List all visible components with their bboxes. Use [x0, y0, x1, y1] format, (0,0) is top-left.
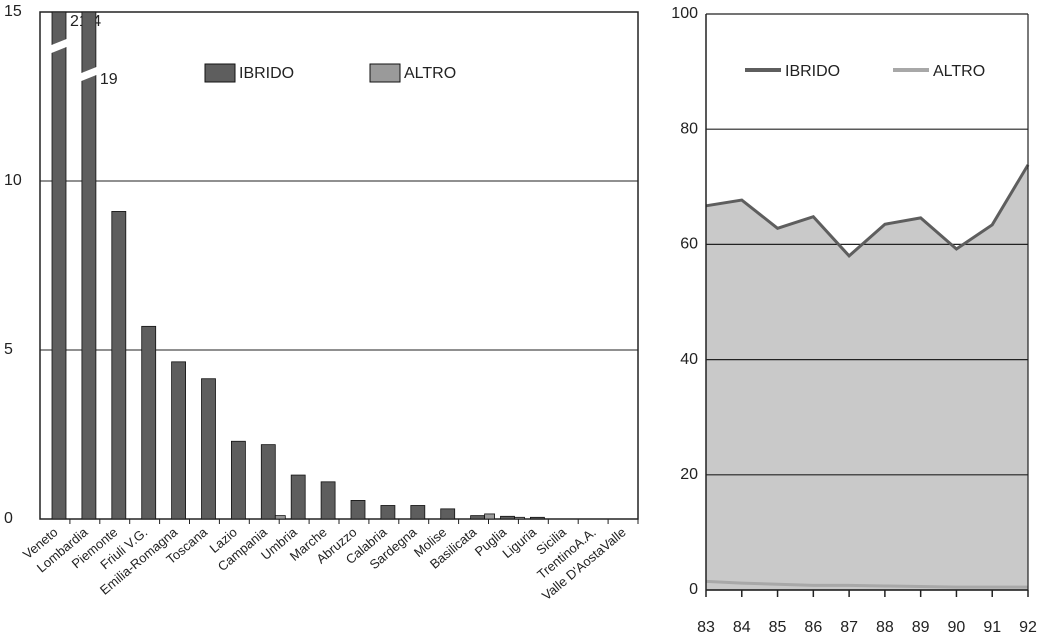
y-tick-label: 15: [4, 3, 22, 20]
x-tick-label: 88: [876, 619, 894, 636]
bar: [260, 444, 276, 520]
bar: [410, 505, 426, 520]
bar: [230, 440, 246, 520]
y-tick-label: 40: [680, 351, 698, 368]
bar: [350, 500, 366, 520]
y-tick-label: 100: [671, 5, 698, 22]
line: [705, 164, 1030, 259]
x-tick-label: 92: [1019, 619, 1037, 636]
legend-label: IBRIDO: [785, 63, 840, 80]
x-tick-label: 91: [983, 619, 1001, 636]
bar: [514, 516, 525, 520]
y-tick-label: 0: [689, 581, 698, 598]
y-tick-label: 0: [4, 510, 13, 527]
x-tick-label: 83: [697, 619, 715, 636]
bar: [274, 515, 286, 520]
legend-label: ALTRO: [933, 63, 985, 80]
x-tick-label: 89: [912, 619, 930, 636]
bar: [290, 474, 306, 520]
y-tick-label: 80: [680, 120, 698, 137]
bar: [141, 325, 157, 520]
legend-swatch: [204, 63, 236, 83]
bar: [171, 361, 187, 520]
bar: [51, 11, 67, 520]
axis-break: [49, 38, 69, 54]
bar: [530, 516, 545, 520]
x-tick-label: Liguria: [499, 524, 539, 561]
area: [706, 164, 1028, 591]
x-tick-label: 87: [840, 619, 858, 636]
line: [705, 579, 1028, 589]
bar: [111, 211, 127, 520]
bar: [500, 515, 515, 520]
bar: [470, 515, 486, 520]
bar: [484, 513, 496, 520]
legend-label: ALTRO: [404, 65, 456, 82]
x-tick-label: 90: [948, 619, 966, 636]
plot-frame: [39, 11, 639, 520]
bar: [380, 505, 396, 520]
bar: [440, 508, 456, 520]
y-tick-label: 20: [680, 466, 698, 483]
bar: [81, 11, 97, 520]
value-label: 19: [100, 71, 118, 88]
y-tick-label: 10: [4, 172, 22, 189]
axis-break: [78, 66, 99, 82]
bar: [201, 378, 216, 520]
bar: [320, 481, 336, 520]
x-tick-label: 85: [769, 619, 787, 636]
y-tick-label: 5: [4, 341, 13, 358]
legend-label: IBRIDO: [239, 65, 294, 82]
x-tick-label: 84: [733, 619, 751, 636]
y-tick-label: 60: [680, 236, 698, 253]
legend-swatch: [369, 63, 401, 83]
x-tick-label: 86: [804, 619, 822, 636]
